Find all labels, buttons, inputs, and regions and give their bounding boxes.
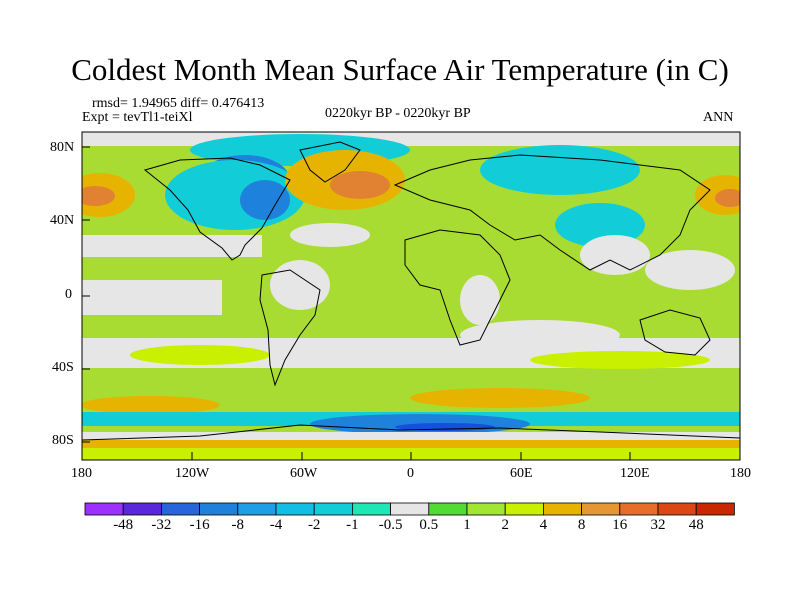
- colorbar-label: -2: [307, 517, 321, 533]
- coastlines: [81, 141, 741, 441]
- field-south-pacific-light: [130, 345, 270, 365]
- field-africa-near-zero: [460, 275, 500, 325]
- x-tick-label: 120W: [175, 466, 210, 481]
- colorbar-swatch: [466, 502, 506, 516]
- y-tick-label: 0: [65, 287, 72, 302]
- x-tick-label: 60E: [510, 466, 533, 481]
- colorbar-swatch: [199, 502, 239, 516]
- colorbar-swatch: [84, 502, 124, 516]
- field-north-pacific-hot-east: [715, 189, 740, 207]
- season-label: ANN: [703, 110, 734, 125]
- colorbar-label: -48: [113, 517, 134, 533]
- colorbar-swatch: [275, 502, 315, 516]
- colorbar-label: -8: [231, 517, 245, 533]
- australia-coast: [639, 309, 711, 356]
- colorbar-label: -16: [189, 517, 210, 533]
- colorbar-swatch: [237, 502, 277, 516]
- colorbar-swatch: [160, 502, 200, 516]
- field-asia-near-zero: [580, 235, 650, 275]
- colorbar-swatch: [581, 502, 621, 516]
- field-tropical-near-zero-band: [82, 280, 222, 315]
- colorbar-label: -4: [269, 517, 283, 533]
- colorbar-label: 16: [612, 517, 628, 533]
- colorbar-label: 48: [688, 517, 704, 533]
- axis-ticks: [81, 146, 741, 460]
- colorbar-swatch: [390, 502, 430, 516]
- y-tick-label: 40N: [50, 213, 75, 228]
- rmsd-diff-text: rmsd= 1.94965 diff= 0.476413: [92, 96, 265, 111]
- greenland-coast: [299, 141, 361, 183]
- experiment-text: Expt = tevTl1-teiXl: [82, 110, 193, 125]
- period-label: 0220kyr BP - 0220kyr BP: [325, 106, 471, 121]
- y-tick-label: 80N: [50, 140, 75, 155]
- field-antarctica-warm-band: [82, 440, 740, 448]
- colorbar-label: 1: [463, 517, 471, 533]
- x-tick-label: 120E: [620, 466, 650, 481]
- eurasia-coast: [393, 154, 711, 271]
- colorbar-swatch: [313, 502, 353, 516]
- south-america-coast: [259, 269, 321, 387]
- x-tick-label: 0: [407, 466, 414, 481]
- colorbar-swatch: [122, 502, 162, 516]
- colorbar-swatch: [504, 502, 544, 516]
- field-north-atlantic-hot: [330, 171, 390, 199]
- colorbar-swatch: [351, 502, 391, 516]
- colorbar-label: 8: [577, 517, 586, 533]
- colorbar-label: 2: [501, 517, 509, 533]
- x-tick-label: 180: [71, 466, 92, 481]
- colorbar: [84, 502, 735, 516]
- y-tick-label: 40S: [52, 360, 74, 375]
- x-tick-label: 180: [730, 466, 751, 481]
- colorbar-swatch: [657, 502, 697, 516]
- colorbar-label: -1: [346, 517, 359, 533]
- field-atlantic-near-zero: [290, 223, 370, 247]
- field-arctic-near-zero: [82, 132, 740, 146]
- figure-title: Coldest Month Mean Surface Air Temperatu…: [71, 52, 729, 87]
- field-antarctic-near-zero: [82, 432, 740, 440]
- colorbar-label: 4: [539, 517, 548, 533]
- colorbar-swatch: [543, 502, 583, 516]
- field-labrador-cold: [240, 180, 290, 220]
- x-tick-label: 60W: [290, 466, 318, 481]
- field-north-pacific-hot-west: [82, 186, 115, 206]
- africa-coast: [404, 229, 511, 346]
- colorbar-label: -0.5: [378, 517, 403, 533]
- colorbar-label: 0.5: [419, 517, 439, 533]
- colorbar-label: 32: [650, 517, 666, 533]
- field-pacific-near-zero-band: [82, 235, 262, 257]
- field-indian-light: [530, 351, 710, 369]
- field-siberia-cool: [480, 145, 640, 195]
- temperature-field: [82, 132, 740, 460]
- field-east-asia-near-zero: [645, 250, 735, 290]
- colorbar-swatch: [619, 502, 659, 516]
- field-south-pacific-warm: [82, 396, 220, 414]
- colorbar-swatch: [428, 502, 468, 516]
- field-southern-ocean-warm: [410, 388, 590, 408]
- colorbar-label: -32: [151, 517, 172, 533]
- field-south-america-near-zero: [270, 260, 330, 310]
- north-america-coast: [143, 157, 291, 261]
- y-tick-label: 80S: [52, 433, 74, 448]
- colorbar-swatch: [695, 502, 735, 516]
- antarctica-coast: [81, 424, 741, 441]
